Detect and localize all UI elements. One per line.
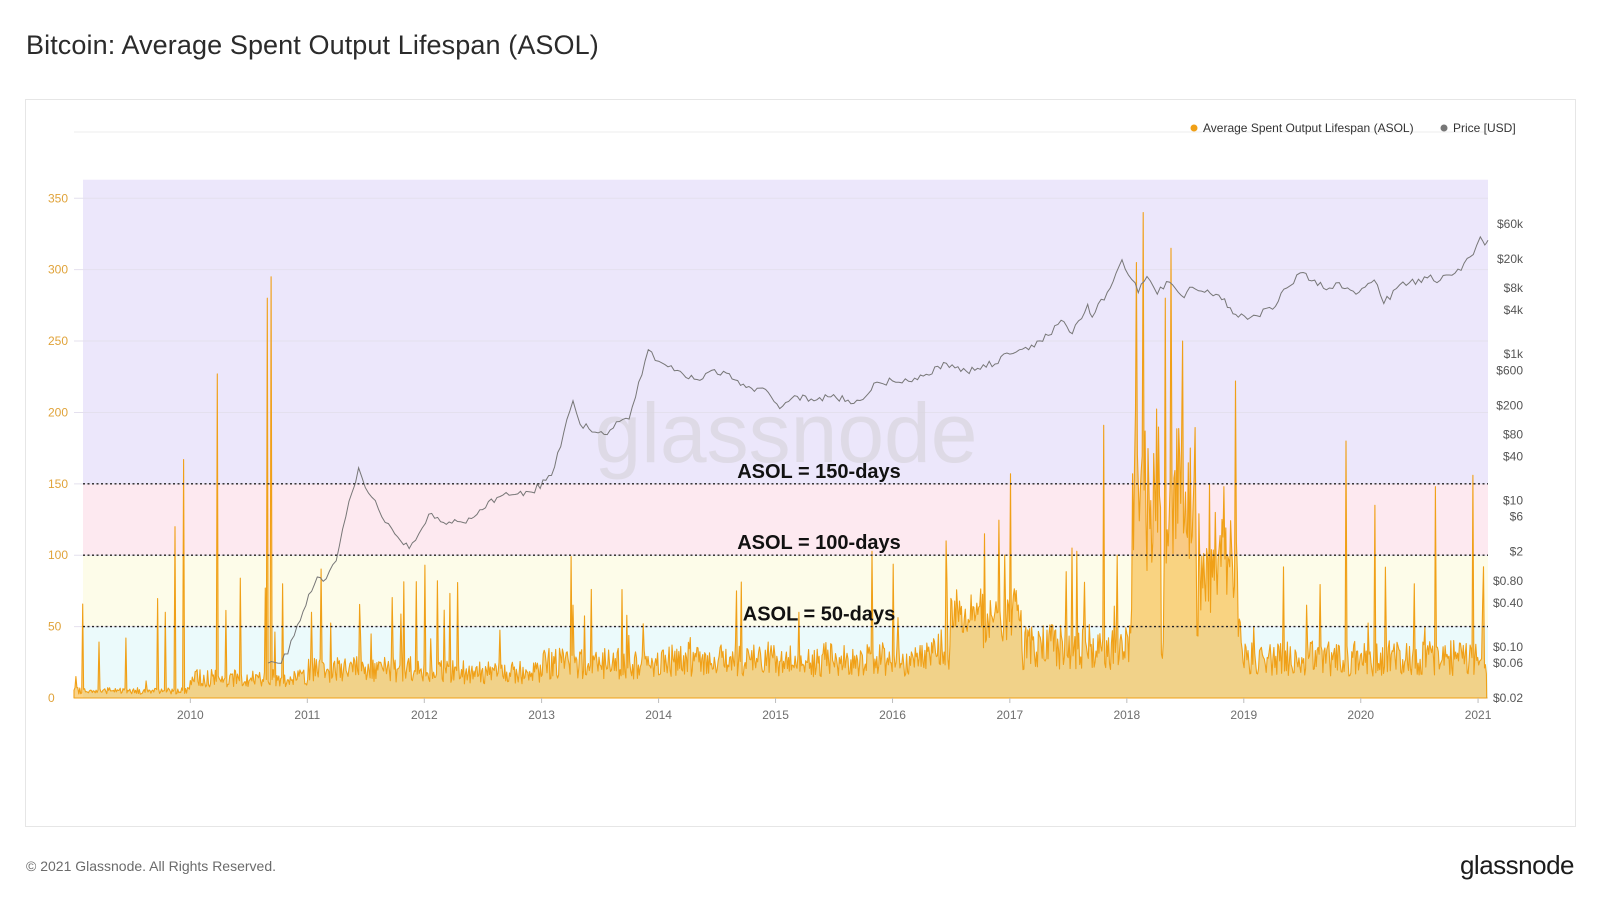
legend-label[interactable]: Average Spent Output Lifespan (ASOL)	[1203, 121, 1414, 135]
legend: Average Spent Output Lifespan (ASOL) Pric…	[1190, 121, 1516, 135]
asol-price-chart: glassnode ASOL = 150-days ASOL = 100-days…	[48, 121, 1524, 722]
right-tick-label: $10	[1503, 493, 1523, 507]
right-tick-label: $4k	[1504, 303, 1524, 317]
left-axis: 0 50 100 150 200 250 300 350	[48, 191, 68, 705]
left-tick-label: 300	[48, 263, 68, 277]
footer-copyright: © 2021 Glassnode. All Rights Reserved.	[26, 858, 277, 874]
band-1	[83, 483, 1488, 556]
chart-card: glassnode ASOL = 150-days ASOL = 100-days…	[25, 99, 1576, 827]
left-tick-label: 0	[48, 691, 55, 705]
asol-series	[73, 212, 1488, 699]
band-2	[83, 555, 1488, 627]
left-tick-label: 150	[48, 477, 68, 491]
x-tick-label: 2016	[879, 708, 906, 722]
right-tick-label: $2	[1510, 545, 1524, 559]
threshold-lines: ASOL = 150-days ASOL = 100-days ASOL = 50-…	[83, 461, 1488, 628]
x-tick-label: 2013	[528, 708, 555, 722]
right-tick-label: $80	[1503, 427, 1523, 441]
left-tick-label: 50	[48, 620, 62, 634]
right-tick-label: $0.10	[1493, 640, 1523, 654]
legend-marker	[1440, 124, 1448, 132]
left-tick-label: 350	[48, 191, 68, 205]
asol-area	[73, 212, 1488, 699]
legend-label[interactable]: Price [USD]	[1453, 121, 1516, 135]
x-tick-label: 2015	[762, 708, 789, 722]
x-tick-label: 2010	[177, 708, 204, 722]
page-title: Bitcoin: Average Spent Output Lifespan (…	[26, 30, 599, 60]
right-tick-label: $600	[1496, 363, 1523, 377]
price-line	[267, 235, 1489, 664]
left-tick-label: 250	[48, 334, 68, 348]
threshold-label-100: ASOL = 100-days	[737, 532, 901, 554]
x-axis: 2010 2011 2012 2013 2014 2015 2016 2017 2018 2019…	[177, 698, 1492, 722]
right-tick-label: $0.80	[1493, 574, 1523, 588]
x-tick-label: 2020	[1347, 708, 1374, 722]
right-tick-label: $60k	[1497, 217, 1524, 231]
legend-marker	[1190, 124, 1198, 132]
right-tick-label: $0.06	[1493, 656, 1523, 670]
right-tick-label: $6	[1510, 510, 1524, 524]
right-tick-label: $40	[1503, 449, 1523, 463]
right-tick-label: $200	[1496, 398, 1523, 412]
x-tick-label: 2017	[996, 708, 1023, 722]
right-axis: $60k $20k $8k $4k $1k $600 $200 $80 $40 $10 $6 $2 $0…	[1493, 217, 1524, 705]
x-tick-label: 2011	[294, 708, 320, 722]
threshold-label-150: ASOL = 150-days	[737, 461, 901, 483]
right-tick-label: $1k	[1504, 347, 1524, 361]
x-tick-label: 2014	[645, 708, 672, 722]
right-tick-label: $0.02	[1493, 691, 1523, 705]
footer-logo: glassnode	[1459, 850, 1575, 880]
x-tick-label: 2018	[1113, 708, 1140, 722]
x-tick-label: 2021	[1465, 708, 1492, 722]
right-tick-label: $0.40	[1493, 596, 1523, 610]
right-tick-label: $20k	[1497, 252, 1524, 266]
threshold-label-50: ASOL = 50-days	[743, 604, 895, 626]
left-tick-label: 200	[48, 405, 68, 419]
right-tick-label: $8k	[1504, 281, 1524, 295]
band-0	[83, 179, 1488, 484]
price-series	[267, 235, 1489, 664]
x-tick-label: 2019	[1230, 708, 1257, 722]
x-tick-label: 2012	[411, 708, 438, 722]
left-tick-label: 100	[48, 548, 68, 562]
watermark-text: glassnode	[595, 386, 978, 480]
